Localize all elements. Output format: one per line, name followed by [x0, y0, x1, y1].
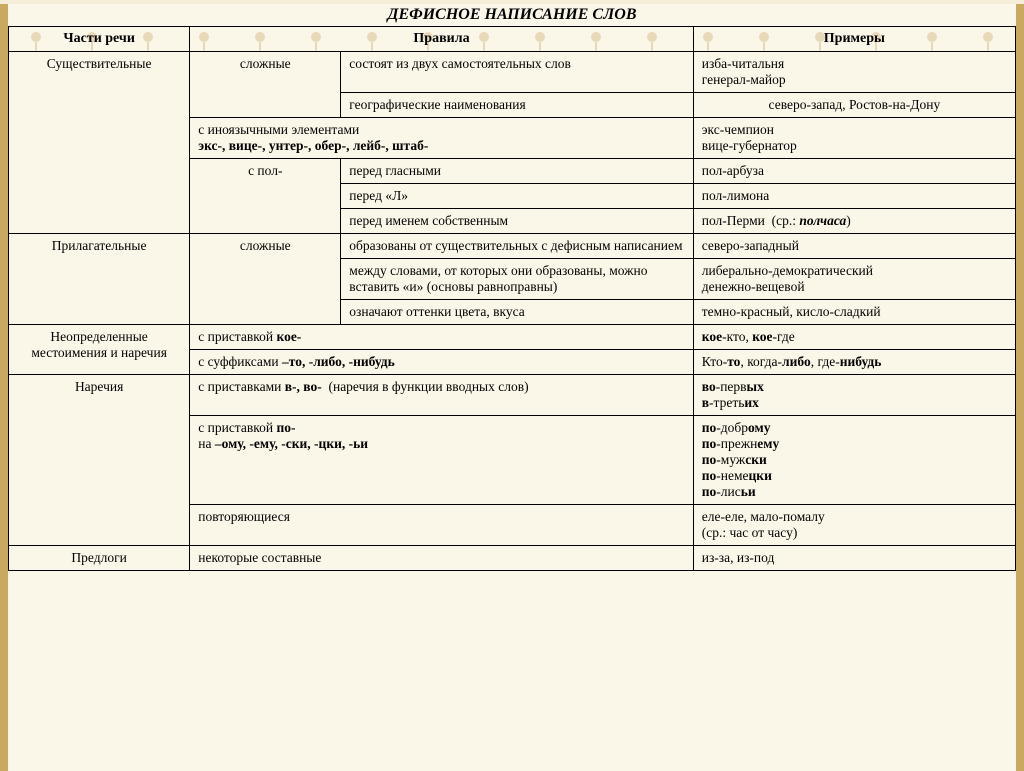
noun-ex-5: пол-лимона: [693, 184, 1015, 209]
noun-pol: с пол-: [190, 159, 341, 234]
pron-ex-2: Кто-то, когда-либо, где-нибудь: [693, 350, 1015, 375]
noun-rule-2: географические наименования: [341, 93, 693, 118]
noun-rule-3: с иноязычными элементамиэкс-, вице-, унт…: [190, 118, 694, 159]
header-parts: Части речи: [9, 27, 190, 52]
page: ДЕФИСНОЕ НАПИСАНИЕ СЛОВ Части речи Прави…: [0, 4, 1024, 771]
header-row: Части речи Правила Примеры: [9, 27, 1016, 52]
noun-ex-2: северо-запад, Ростов-на-Дону: [693, 93, 1015, 118]
adj-rule-2: между словами, от которых они образованы…: [341, 259, 693, 300]
table-row: Существительные сложные состоят из двух …: [9, 52, 1016, 93]
page-title: ДЕФИСНОЕ НАПИСАНИЕ СЛОВ: [8, 4, 1016, 24]
adv-ex-3: еле-еле, мало-помалу(ср.: час от часу): [693, 505, 1015, 546]
pron-rule-2: с суффиксами –то, -либо, -нибудь: [190, 350, 694, 375]
noun-ex-6: пол-Перми (ср.: полчаса): [693, 209, 1015, 234]
noun-ex-3: экс-чемпион вице-губернатор: [693, 118, 1015, 159]
pron-rule-1: с приставкой кое-: [190, 325, 694, 350]
adj-ex-3: темно-красный, кисло-сладкий: [693, 300, 1015, 325]
adj-rule-3: означают оттенки цвета, вкуса: [341, 300, 693, 325]
noun-label: Существительные: [9, 52, 190, 234]
adv-rule-2: с приставкой по-на –ому, -ему, -ски, -цк…: [190, 416, 694, 505]
prep-rule-1: некоторые составные: [190, 546, 694, 571]
adv-label: Наречия: [9, 375, 190, 546]
noun-ex-1: изба-читальня генерал-майор: [693, 52, 1015, 93]
adv-ex-2: по-добромупо-прежнемупо-мужскипо-немецки…: [693, 416, 1015, 505]
noun-rule-5: перед «Л»: [341, 184, 693, 209]
noun-rule-1: состоят из двух самостоятельных слов: [341, 52, 693, 93]
noun-rule-6: перед именем собственным: [341, 209, 693, 234]
adj-complex: сложные: [190, 234, 341, 325]
adv-rule-1: с приставками в-, во- (наречия в функции…: [190, 375, 694, 416]
adj-rule-1: образованы от существительных с дефисным…: [341, 234, 693, 259]
table-row: Предлоги некоторые составные из-за, из-п…: [9, 546, 1016, 571]
prep-label: Предлоги: [9, 546, 190, 571]
table-row: Неопределенные местоимения и наречия с п…: [9, 325, 1016, 350]
adj-ex-1: северо-западный: [693, 234, 1015, 259]
header-rules: Правила: [190, 27, 694, 52]
noun-complex: сложные: [190, 52, 341, 118]
pron-label: Неопределенные местоимения и наречия: [9, 325, 190, 375]
adv-ex-1: во-первыхв-третьих: [693, 375, 1015, 416]
adj-label: Прилагательные: [9, 234, 190, 325]
noun-rule-4: перед гласными: [341, 159, 693, 184]
pron-ex-1: кое-кто, кое-где: [693, 325, 1015, 350]
noun-ex-4: пол-арбуза: [693, 159, 1015, 184]
rules-table: Части речи Правила Примеры Существительн…: [8, 26, 1016, 571]
adv-rule-3: повторяющиеся: [190, 505, 694, 546]
prep-ex-1: из-за, из-под: [693, 546, 1015, 571]
header-examples: Примеры: [693, 27, 1015, 52]
table-row: Наречия с приставками в-, во- (наречия в…: [9, 375, 1016, 416]
table-row: Прилагательные сложные образованы от сущ…: [9, 234, 1016, 259]
adj-ex-2: либерально-демократический денежно-вещев…: [693, 259, 1015, 300]
